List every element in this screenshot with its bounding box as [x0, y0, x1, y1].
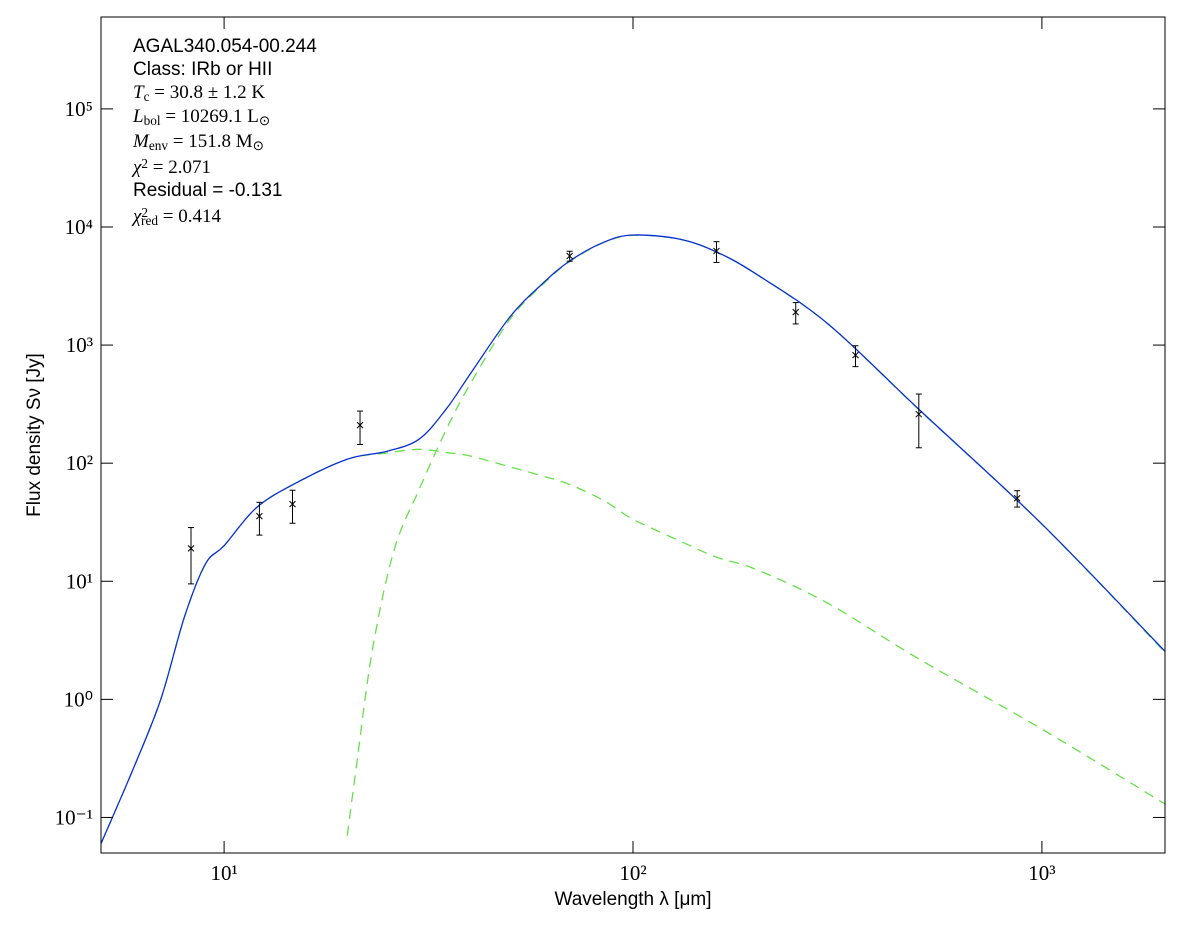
annotation-part: M — [132, 131, 150, 152]
data-point — [289, 489, 296, 524]
x-tick-label: 10¹ — [210, 861, 237, 885]
marker — [187, 544, 195, 552]
data-point — [187, 527, 195, 585]
y-tick-label: 10³ — [66, 333, 93, 357]
annotation-part: Residual = -0.131 — [133, 180, 282, 201]
y-tick-label: 10⁻¹ — [55, 805, 93, 829]
data-point — [915, 393, 923, 449]
annotation-part: ⊙ — [253, 138, 264, 153]
annotation-part: = 10269.1 L — [161, 106, 259, 127]
marker — [1013, 494, 1021, 502]
annotation: Residual = -0.131 — [133, 180, 282, 201]
annotation: Menv = 151.8 M⊙ — [132, 131, 264, 153]
x-tick-label: 10² — [619, 861, 646, 885]
data-point — [356, 410, 364, 445]
annotation: χ2 red = 0.414 — [131, 205, 221, 228]
annotation-part: χ — [131, 157, 142, 178]
annotation-part: ⊙ — [259, 113, 270, 128]
annotation: Tc = 30.8 ± 1.2 K — [133, 82, 265, 104]
annotation: AGAL340.054-00.244 — [133, 36, 317, 57]
annotation-part: c — [144, 89, 150, 104]
marker — [792, 308, 800, 316]
annotation: χ2 = 2.071 — [131, 156, 211, 178]
annotation-part: 2 — [141, 156, 148, 171]
data-point — [256, 501, 263, 536]
data-point — [852, 345, 859, 368]
annotation-part: 2 — [141, 205, 148, 220]
annotation-part: L — [132, 106, 144, 127]
data-point — [1013, 490, 1021, 508]
x-tick-label: 10³ — [1028, 861, 1055, 885]
x-axis-label: Wavelength λ [μm] — [554, 889, 711, 910]
annotation-part: = 30.8 ± 1.2 K — [149, 82, 265, 103]
annotation-part: χ — [131, 206, 142, 227]
data-point — [792, 302, 800, 325]
annotation-part: red — [141, 213, 158, 228]
annotation-part: env — [149, 138, 169, 153]
y-axis-label: Flux density Sν [Jy] — [24, 353, 45, 517]
y-tick-label: 10⁰ — [64, 687, 93, 711]
plot-area — [101, 234, 1165, 844]
marker — [256, 512, 263, 520]
marker — [915, 410, 923, 418]
y-tick-label: 10⁴ — [65, 215, 93, 239]
annotation-part: bol — [144, 113, 161, 128]
annotation-part: = 0.414 — [158, 206, 221, 227]
data-point — [713, 241, 720, 263]
marker — [289, 500, 296, 508]
annotation: Lbol = 10269.1 L⊙ — [132, 106, 270, 128]
marker — [852, 351, 859, 359]
annotation-part: Class: IRb or HII — [133, 59, 272, 80]
marker — [566, 252, 574, 260]
component-curve — [346, 234, 1165, 836]
data-point — [566, 250, 574, 262]
fit-curve — [101, 234, 1165, 844]
annotation-part: = 151.8 M — [168, 131, 253, 152]
marker — [356, 421, 364, 429]
y-tick-label: 10⁵ — [65, 97, 93, 121]
annotation: Class: IRb or HII — [133, 59, 272, 80]
annotation-part: = 2.071 — [148, 157, 211, 178]
y-tick-label: 10¹ — [66, 569, 93, 593]
annotation-part: T — [133, 82, 145, 103]
y-tick-label: 10² — [66, 451, 93, 475]
annotation-part: AGAL340.054-00.244 — [133, 36, 317, 57]
marker — [713, 247, 720, 255]
